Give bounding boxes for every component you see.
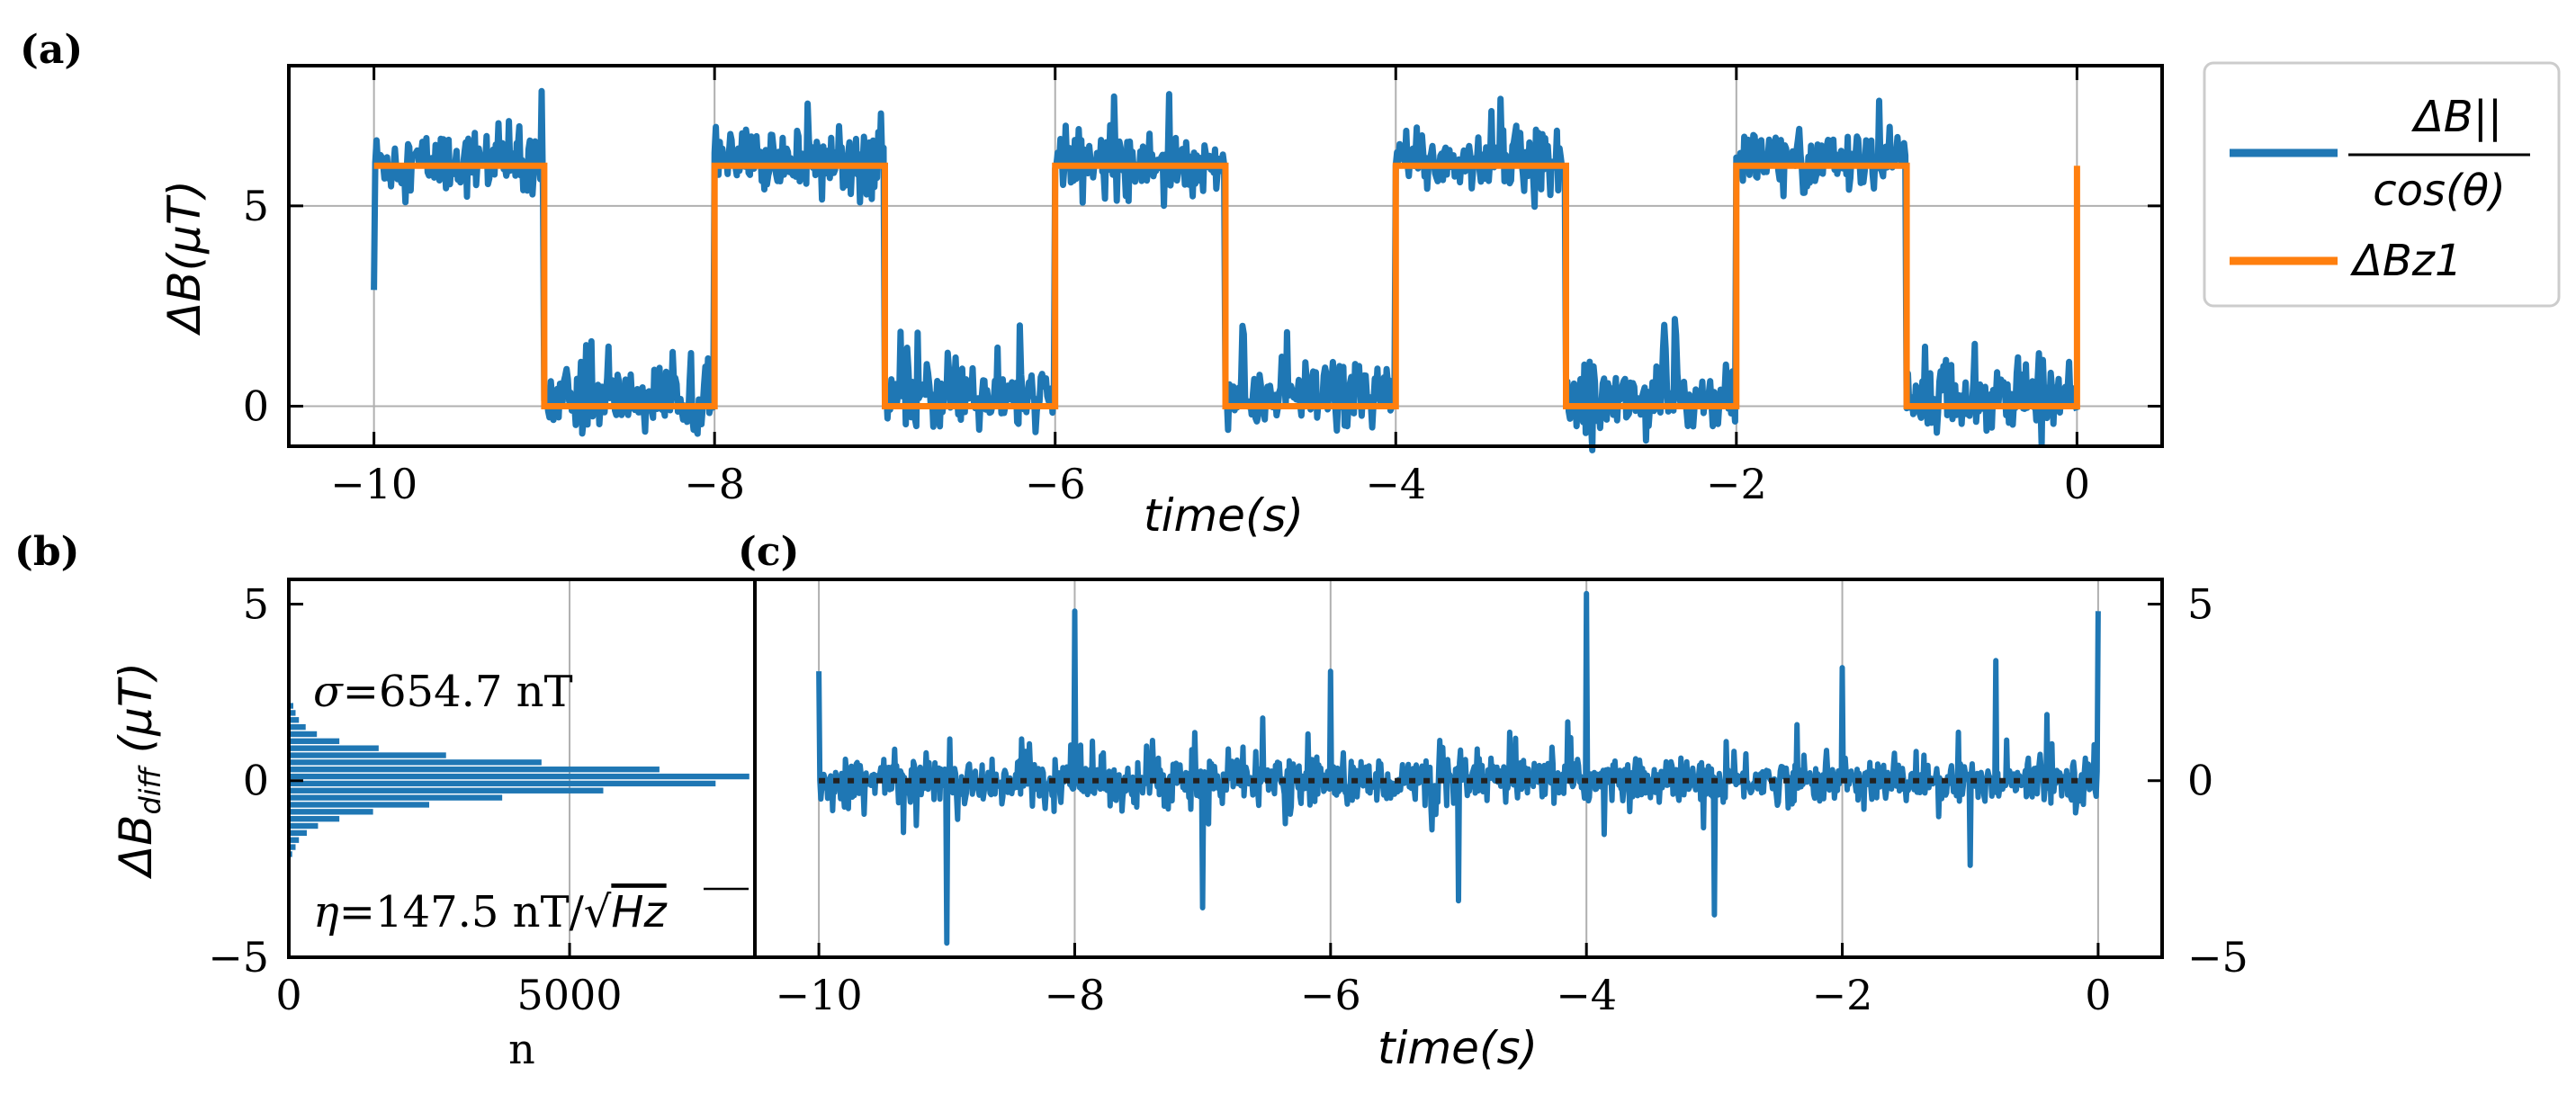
histogram-bar [289, 822, 319, 829]
panel-b-ticks: 0 5000−505 [208, 579, 622, 1019]
c-ytick-label: 0 [2187, 757, 2213, 805]
panel-c-data [816, 590, 2101, 946]
histogram-bar [289, 723, 306, 731]
sqrt-sign: √ [584, 887, 612, 937]
histogram-bar [289, 837, 300, 843]
a-ytick-label: 0 [243, 381, 269, 430]
histogram-bar [289, 759, 542, 766]
eta-symbol: η [313, 887, 339, 937]
panel-c-difference: −10 −8 −6 −4 −2 0 −5 0 5 time(s) [753, 578, 2248, 1074]
histogram-bar [289, 787, 604, 794]
panel-label-c: (c) [738, 529, 799, 575]
histogram-bar [289, 780, 716, 787]
c-xtick-label: −2 [1812, 971, 1873, 1019]
histogram-bar [289, 829, 307, 837]
histogram-bar [289, 767, 660, 773]
panel-b-ylabel-sub: diff [133, 764, 167, 814]
panel-a-legend: ΔB|| cos(θ) ΔBz1 [2203, 61, 2561, 308]
a-xtick-label: 0 [2064, 460, 2090, 508]
panel-label-a: (a) [20, 27, 83, 73]
sigma-annotation: σ=654.7 nT [313, 667, 573, 717]
sigma-symbol: σ [313, 667, 344, 717]
panel-a-ylabel: ΔB(μT) [158, 180, 211, 336]
b-ytick-label: −5 [208, 933, 269, 982]
legend-label-1-denominator: cos(θ) [2373, 166, 2506, 216]
a-ytick-label: 5 [243, 182, 269, 230]
histogram-bar [289, 710, 296, 716]
panel-b-ylabel: ΔBdiff (μT) [110, 662, 167, 880]
legend-frame [2203, 61, 2561, 308]
c-xtick-label: −6 [1300, 971, 1361, 1019]
panel-a-timeseries: −10 −8 −6 −4 −2 0 0 5 time(s) ΔB(μT) [158, 64, 2164, 542]
eta-sqrt-arg: Hz [611, 887, 668, 937]
panel-c-ticks: −10 −8 −6 −4 −2 0 −5 0 5 [776, 579, 2248, 1019]
b-ytick-label: 0 [243, 757, 269, 805]
histogram-bar [289, 752, 446, 758]
panel-a-ticks: −10 −8 −6 −4 −2 0 0 5 [243, 66, 2162, 508]
a-xtick-label: −6 [1025, 460, 1086, 508]
histogram-bar [289, 809, 373, 815]
panel-b-bars [289, 703, 749, 857]
histogram-bar [289, 802, 430, 808]
a-xtick-label: −10 [330, 460, 417, 508]
c-xtick-label: −10 [776, 971, 863, 1019]
b-ytick-label: 5 [243, 579, 269, 628]
sigma-value: =654.7 nT [343, 667, 573, 717]
panel-b-xlabel: n [508, 1025, 535, 1073]
series-deltaBz1 [373, 162, 2080, 409]
histogram-bar [289, 794, 503, 801]
histogram-bar [289, 703, 293, 709]
histogram-bar [289, 731, 318, 738]
b-xtick-label: 5000 [517, 971, 623, 1019]
eta-value: =147.5 nT/ [339, 887, 585, 937]
histogram-bar [289, 773, 749, 780]
histogram-bar [289, 745, 379, 751]
panel-c-frame [753, 578, 2164, 959]
histogram-bar [289, 738, 340, 744]
c-xtick-label: −4 [1556, 971, 1617, 1019]
c-xtick-label: 0 [2085, 971, 2111, 1019]
histogram-bar [289, 844, 296, 850]
legend-label-1-numerator: ΔB|| [2410, 92, 2502, 142]
panel-a-frame [287, 64, 2164, 448]
panel-a-xlabel: time(s) [1144, 489, 1304, 542]
panel-b-ylabel-unit: (μT) [110, 662, 162, 767]
c-ytick-label: −5 [2187, 933, 2248, 982]
panel-a-data [371, 87, 2080, 453]
histogram-bar [289, 815, 340, 822]
c-ytick-label: 5 [2187, 579, 2213, 628]
panel-b-ylabel-delta: ΔB [110, 815, 162, 881]
series-deltaB-diff [816, 590, 2101, 946]
panel-b-histogram: 0 5000−505 σ=654.7 nT η=147.5 nT/√Hz n ΔB… [110, 578, 757, 1073]
a-xtick-label: −2 [1706, 460, 1767, 508]
histogram-bar [289, 717, 300, 723]
eta-annotation: η=147.5 nT/√Hz [313, 887, 668, 937]
a-xtick-label: −4 [1365, 460, 1426, 508]
panel-label-b: (b) [14, 529, 79, 575]
panel-c-xlabel: time(s) [1378, 1022, 1538, 1074]
legend-label-2: ΔBz1 [2349, 236, 2463, 286]
c-xtick-label: −8 [1045, 971, 1106, 1019]
a-xtick-label: −8 [684, 460, 745, 508]
b-xtick-label: 0 [275, 971, 301, 1019]
